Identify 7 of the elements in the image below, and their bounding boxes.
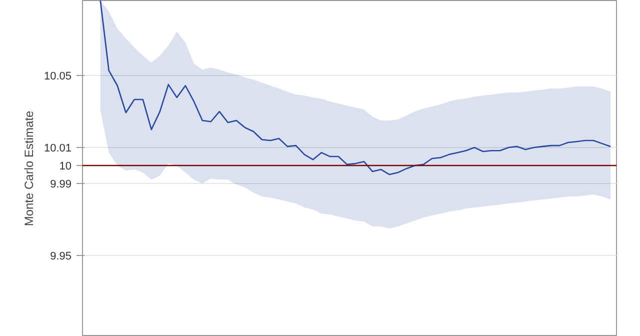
y-tick-label: 9.95 — [50, 250, 72, 263]
y-tick-label: 10.05 — [44, 70, 72, 83]
line-series — [100, 0, 612, 176]
y-tick-label: 10 — [59, 160, 72, 173]
y-axis-title: Monte Carlo Estimate — [22, 110, 36, 226]
y-tick-label: 10.01 — [44, 142, 72, 155]
y-tick-label: 9.99 — [50, 178, 72, 191]
